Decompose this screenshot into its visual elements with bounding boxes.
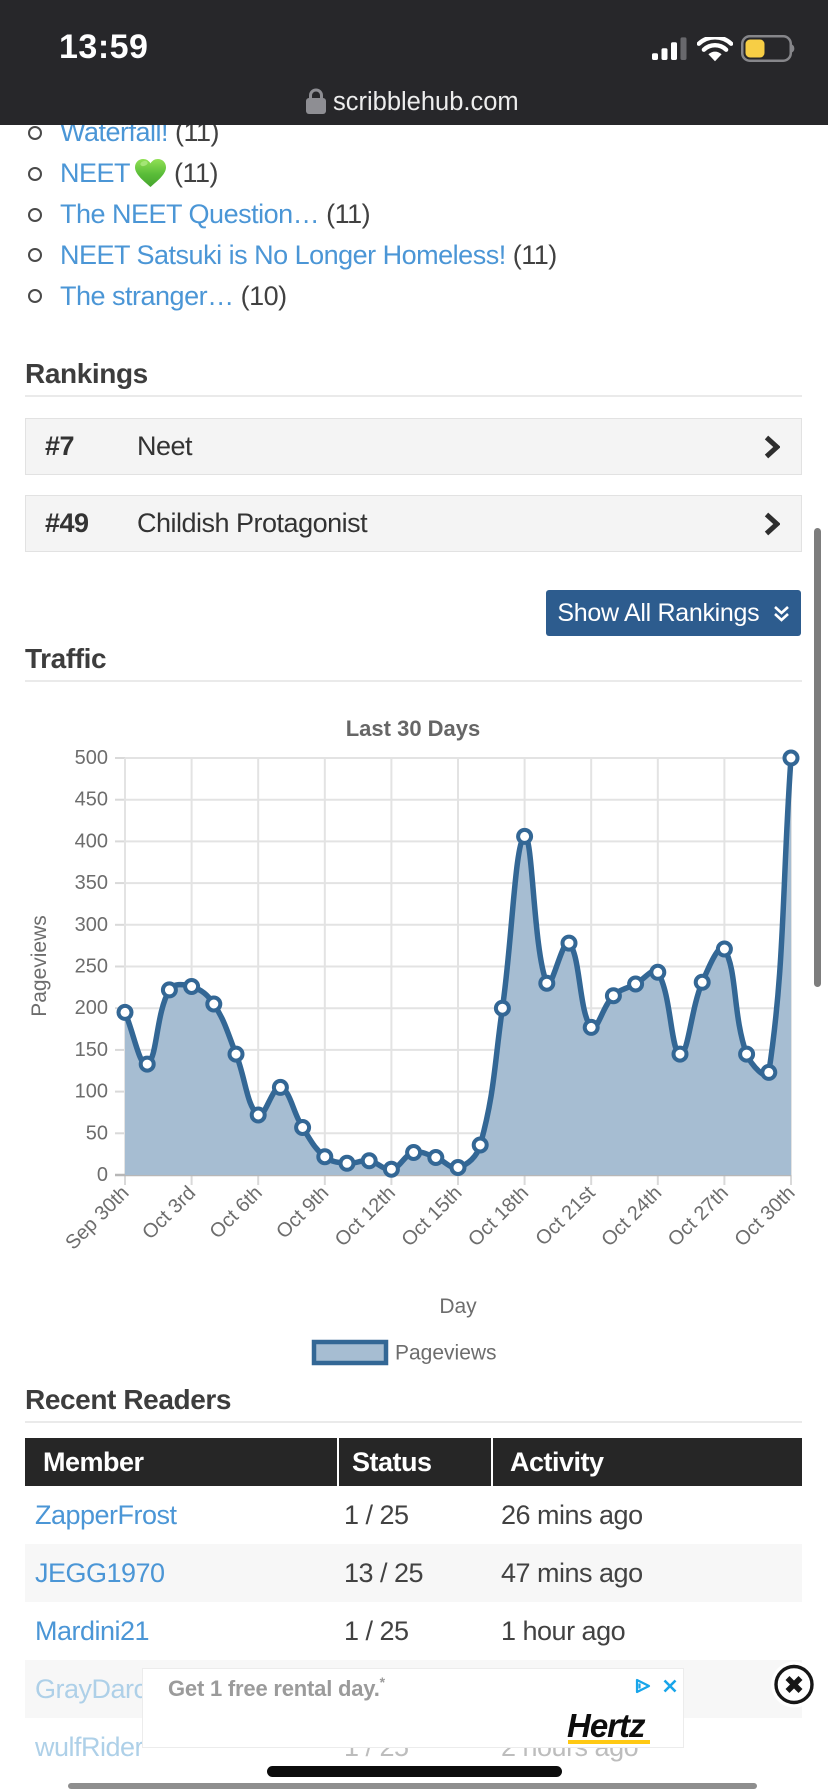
svg-text:100: 100 <box>75 1081 108 1103</box>
svg-text:300: 300 <box>75 914 108 936</box>
svg-text:350: 350 <box>75 872 108 894</box>
svg-text:Pageviews: Pageviews <box>28 915 51 1017</box>
svg-text:200: 200 <box>75 997 108 1019</box>
svg-text:Pageviews: Pageviews <box>395 1342 497 1365</box>
svg-text:Oct 24th: Oct 24th <box>597 1182 666 1251</box>
svg-text:500: 500 <box>75 747 108 769</box>
svg-text:Oct 27th: Oct 27th <box>664 1182 733 1251</box>
svg-text:Oct 6th: Oct 6th <box>206 1182 267 1243</box>
svg-text:450: 450 <box>75 789 108 811</box>
svg-text:Oct 21st: Oct 21st <box>532 1182 601 1251</box>
svg-text:150: 150 <box>75 1039 108 1061</box>
svg-text:Oct 30th: Oct 30th <box>731 1182 800 1251</box>
svg-text:Oct 12th: Oct 12th <box>331 1182 400 1251</box>
svg-text:Oct 9th: Oct 9th <box>272 1182 333 1243</box>
svg-text:Sep 30th: Sep 30th <box>61 1182 133 1254</box>
svg-text:Day: Day <box>439 1295 477 1318</box>
svg-text:50: 50 <box>86 1122 108 1144</box>
svg-text:Oct 3rd: Oct 3rd <box>138 1182 200 1244</box>
svg-text:Last 30 Days: Last 30 Days <box>346 716 481 741</box>
svg-text:250: 250 <box>75 956 108 978</box>
svg-text:400: 400 <box>75 830 108 852</box>
svg-text:0: 0 <box>97 1164 108 1186</box>
svg-text:Oct 15th: Oct 15th <box>398 1182 467 1251</box>
svg-text:Oct 18th: Oct 18th <box>464 1182 533 1251</box>
